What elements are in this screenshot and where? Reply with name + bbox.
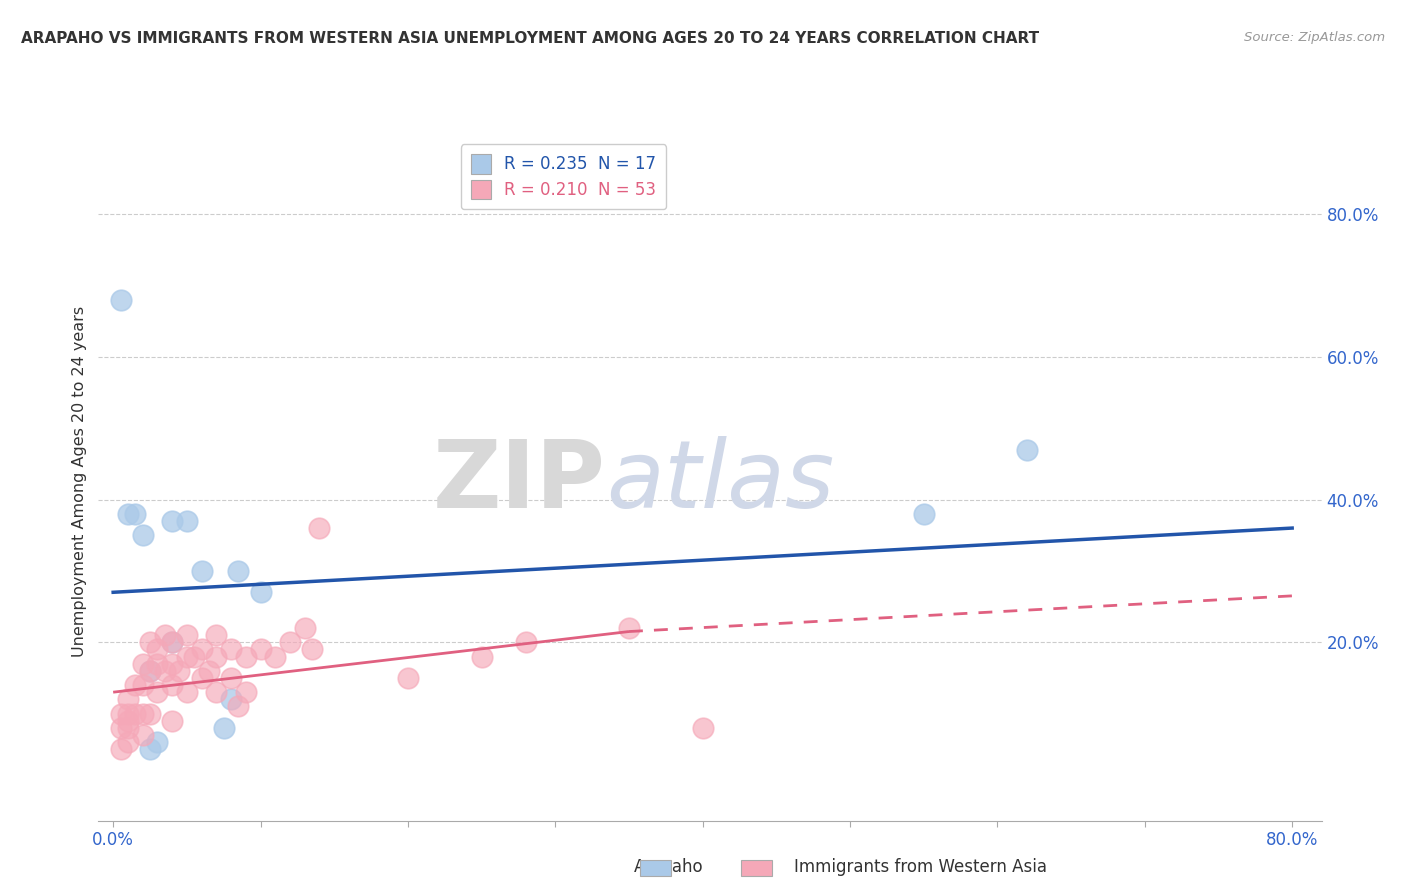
Point xyxy=(131,728,153,742)
Point xyxy=(190,642,212,657)
Point xyxy=(190,671,212,685)
Point xyxy=(190,564,212,578)
Point xyxy=(117,721,139,735)
Point xyxy=(205,628,228,642)
Point xyxy=(160,714,183,728)
Point xyxy=(176,628,198,642)
Point xyxy=(205,685,228,699)
Point xyxy=(396,671,419,685)
Point xyxy=(124,678,146,692)
Point xyxy=(205,649,228,664)
Y-axis label: Unemployment Among Ages 20 to 24 years: Unemployment Among Ages 20 to 24 years xyxy=(72,306,87,657)
Point xyxy=(139,664,162,678)
Point xyxy=(110,293,132,307)
Point xyxy=(183,649,205,664)
Point xyxy=(146,685,169,699)
Point xyxy=(617,621,640,635)
Point xyxy=(176,685,198,699)
Point xyxy=(176,649,198,664)
Point xyxy=(301,642,323,657)
Point xyxy=(228,699,250,714)
Point xyxy=(160,635,183,649)
Point xyxy=(153,664,176,678)
Point xyxy=(153,628,176,642)
Point xyxy=(146,657,169,671)
Point xyxy=(110,706,132,721)
Point xyxy=(169,664,191,678)
Point xyxy=(278,635,301,649)
Point xyxy=(228,564,250,578)
Point xyxy=(110,742,132,756)
Text: atlas: atlas xyxy=(606,436,834,527)
Point xyxy=(139,635,162,649)
Point xyxy=(131,706,153,721)
Text: Arapaho: Arapaho xyxy=(633,858,703,876)
Point xyxy=(117,692,139,706)
Legend: R = 0.235  N = 17, R = 0.210  N = 53: R = 0.235 N = 17, R = 0.210 N = 53 xyxy=(461,145,666,210)
Point xyxy=(264,649,287,664)
Point xyxy=(124,706,146,721)
Point xyxy=(219,642,242,657)
Point xyxy=(692,721,714,735)
Point xyxy=(249,642,271,657)
Point xyxy=(198,664,221,678)
Point xyxy=(117,507,139,521)
Point xyxy=(160,514,183,528)
Point xyxy=(219,671,242,685)
Point xyxy=(176,514,198,528)
Point xyxy=(160,657,183,671)
Point xyxy=(471,649,494,664)
Point xyxy=(139,706,162,721)
Text: Source: ZipAtlas.com: Source: ZipAtlas.com xyxy=(1244,31,1385,45)
Point xyxy=(308,521,330,535)
Point xyxy=(131,657,153,671)
Point xyxy=(117,735,139,749)
Point xyxy=(294,621,316,635)
Text: ARAPAHO VS IMMIGRANTS FROM WESTERN ASIA UNEMPLOYMENT AMONG AGES 20 TO 24 YEARS C: ARAPAHO VS IMMIGRANTS FROM WESTERN ASIA … xyxy=(21,31,1039,46)
Text: Immigrants from Western Asia: Immigrants from Western Asia xyxy=(794,858,1047,876)
Point xyxy=(117,706,139,721)
Point xyxy=(515,635,537,649)
Point xyxy=(235,649,257,664)
Point xyxy=(139,742,162,756)
Point xyxy=(212,721,235,735)
Point xyxy=(146,735,169,749)
Point xyxy=(235,685,257,699)
Point xyxy=(1015,442,1038,457)
Point xyxy=(160,678,183,692)
Point xyxy=(912,507,935,521)
Point xyxy=(139,664,162,678)
Point xyxy=(110,721,132,735)
Text: ZIP: ZIP xyxy=(433,435,606,528)
Point xyxy=(131,678,153,692)
Point xyxy=(160,635,183,649)
Point xyxy=(219,692,242,706)
Point xyxy=(117,714,139,728)
Point xyxy=(124,507,146,521)
Point xyxy=(131,528,153,542)
Point xyxy=(249,585,271,599)
Point xyxy=(146,642,169,657)
